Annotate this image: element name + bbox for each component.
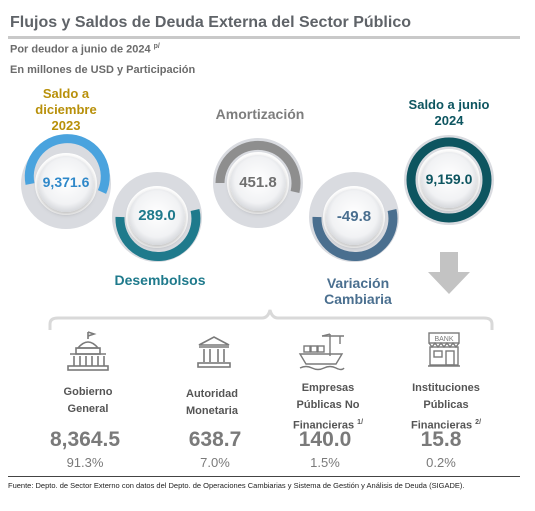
saldo-final-value: 9,159.0	[425, 171, 473, 187]
sector-value-instituciones: 15.8	[420, 428, 462, 451]
sector-name-autoridad: Autoridad Monetaria	[172, 386, 252, 420]
saldo-inicial-value: 9,371.6	[42, 174, 90, 190]
bank-columns-icon	[197, 336, 231, 368]
sector-pct-empresas: 1.5%	[310, 455, 340, 470]
desembolsos-label: Desembolsos	[114, 272, 206, 288]
sector-value-empresas: 140.0	[298, 428, 352, 451]
units-label: En millones de USD y Participación	[10, 64, 196, 76]
sector-pct-gobierno: 91.3%	[66, 455, 104, 470]
sector-name-gobierno: Gobierno General	[48, 384, 128, 418]
variacion-label: Variación Cambiaria	[324, 275, 392, 307]
sector-label: Instituciones Públicas Financieras	[410, 382, 480, 432]
sector-note: 1/	[357, 419, 364, 426]
sector-value-gobierno: 8,364.5	[49, 428, 121, 451]
amortizacion-label: Amortización	[215, 106, 305, 122]
saldo-final-label: Saldo a junio 2024	[408, 97, 490, 128]
saldo-inicial-label: Saldo a diciembre 2023	[35, 86, 97, 133]
ring-saldo-inicial	[24, 134, 110, 194]
sector-name-instituciones: Instituciones Públicas Financieras 2/	[402, 380, 490, 435]
sector-pct-instituciones: 0.2%	[426, 455, 456, 470]
bracket	[48, 309, 494, 330]
ring-variacion	[312, 208, 398, 261]
sector-label: Gobierno General	[63, 386, 113, 415]
desembolsos-value: 289.0	[138, 207, 176, 224]
sector-label: Autoridad Monetaria	[186, 388, 238, 417]
sector-label: Empresas Públicas No Financieras	[292, 382, 360, 432]
ship-crane-icon	[298, 333, 345, 371]
sector-note: 2/	[475, 419, 482, 426]
svg-text:BANK: BANK	[434, 336, 453, 343]
subtitle-note: p/	[153, 43, 160, 50]
government-building-icon	[67, 331, 109, 371]
sector-pct-autoridad: 7.0%	[200, 455, 230, 470]
amortizacion-value: 451.8	[239, 174, 277, 191]
ring-desembolsos	[115, 208, 201, 261]
title-divider	[8, 36, 520, 39]
variacion-value: -49.8	[336, 208, 372, 225]
ring-amortizacion	[215, 140, 301, 194]
subtitle-text: Por deudor a junio de 2024	[10, 43, 151, 56]
bank-storefront-icon: BANK	[428, 332, 460, 367]
ring-saldo-final	[406, 137, 492, 223]
sector-value-autoridad: 638.7	[188, 428, 242, 451]
footer-divider	[8, 476, 520, 477]
page-title: Flujos y Saldos de Deuda Externa del Sec…	[10, 14, 411, 31]
sector-name-empresas: Empresas Públicas No Financieras 1/	[286, 380, 370, 435]
flow-ribbon	[21, 134, 494, 294]
subtitle: Por deudor a junio de 2024 p/	[10, 43, 160, 56]
down-arrow-icon	[428, 252, 470, 294]
source-note: Fuente: Depto. de Sector Externo con dat…	[8, 481, 465, 490]
